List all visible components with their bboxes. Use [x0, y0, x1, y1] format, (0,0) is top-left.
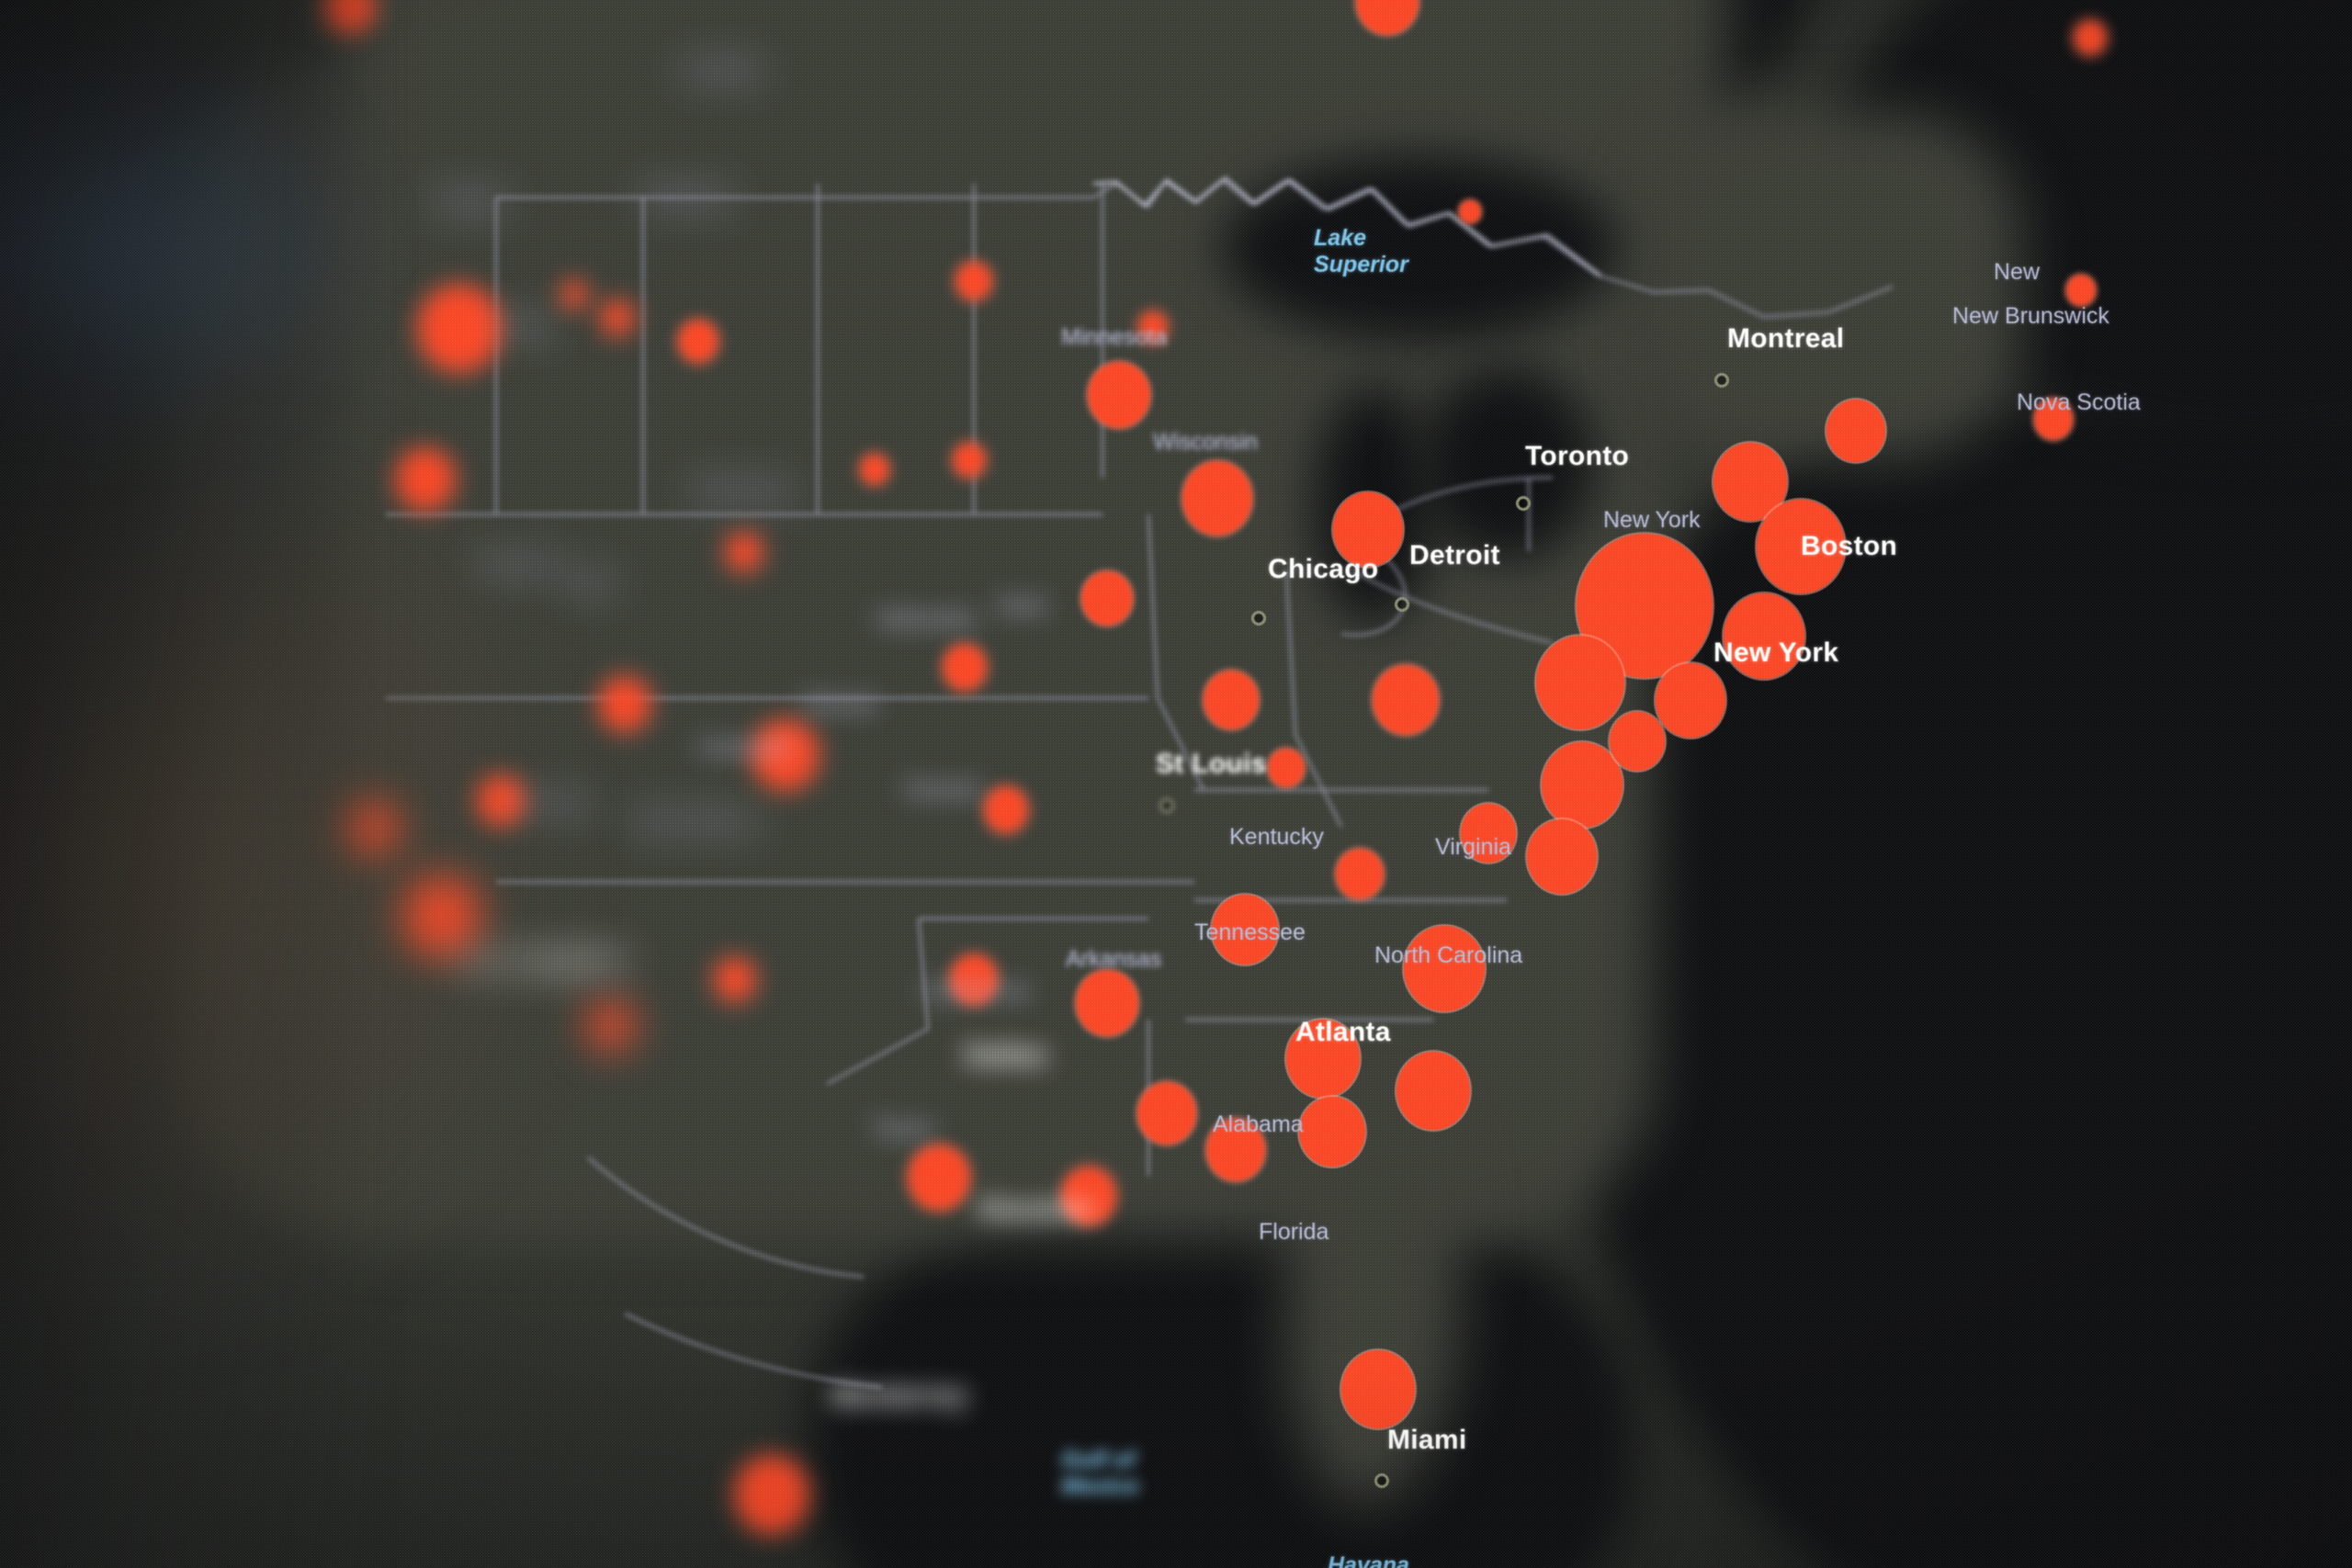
photo-canvas: KentuckyVirginiaTennesseeNorth CarolinaF… — [0, 0, 2352, 1568]
lens-vignette — [0, 0, 2352, 1568]
photo-grain — [0, 0, 2352, 1568]
